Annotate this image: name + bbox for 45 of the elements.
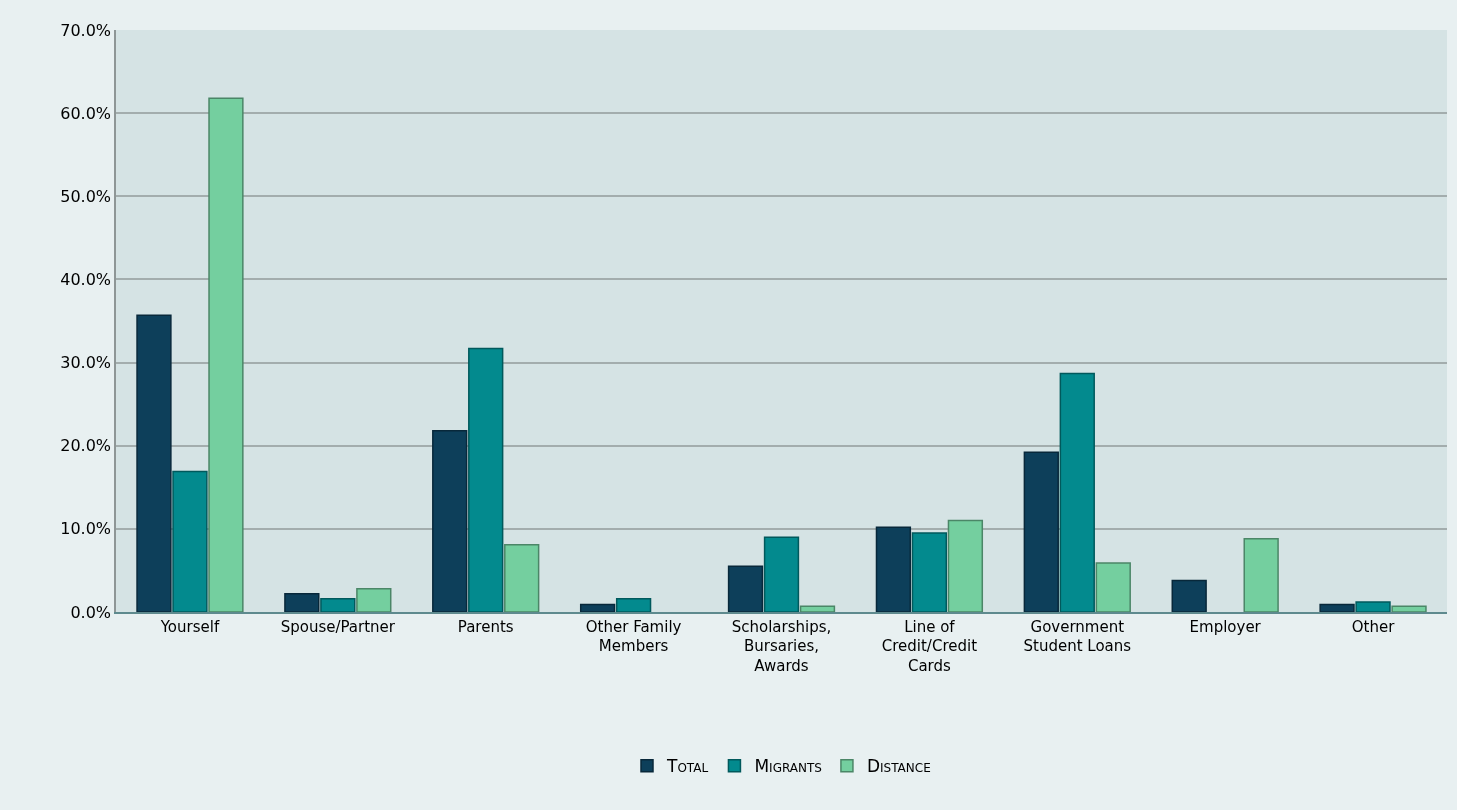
legend-label: Total — [666, 756, 709, 777]
x-tick-label: Other — [1351, 617, 1396, 636]
y-tick-label: 0.0% — [70, 602, 112, 622]
bar — [284, 592, 320, 612]
bar — [947, 519, 984, 612]
y-tick-label: 60.0% — [60, 103, 112, 123]
legend-label: Distance — [866, 756, 931, 777]
bar — [799, 605, 836, 612]
x-tick-label: Scholarships, Bursaries, Awards — [731, 617, 832, 675]
legend-label: Migrants — [754, 756, 822, 777]
bar — [320, 597, 356, 612]
bar — [136, 314, 172, 612]
y-tick-label: 20.0% — [60, 436, 112, 456]
x-tick-label: Spouse/Partner — [280, 617, 396, 636]
x-tick-label: Government Student Loans — [1023, 617, 1132, 656]
bar — [1095, 562, 1131, 612]
x-tick-label: Yourself — [159, 617, 220, 636]
bar — [1355, 601, 1391, 612]
x-tick-label: Line of Credit/Credit Cards — [881, 617, 978, 675]
x-tick-label: Parents — [457, 617, 514, 636]
bar — [356, 587, 392, 612]
bar — [432, 430, 468, 612]
bar — [727, 565, 764, 612]
bar — [1391, 605, 1427, 612]
bar — [504, 543, 540, 612]
bar — [1023, 451, 1059, 612]
bar — [579, 603, 616, 612]
y-tick-label: 10.0% — [60, 519, 112, 539]
y-tick-label: 50.0% — [60, 186, 112, 206]
bar — [875, 526, 912, 612]
x-tick-label: Employer — [1189, 617, 1262, 636]
bar — [1171, 579, 1207, 612]
bar — [763, 536, 800, 612]
y-tick-label: 70.0% — [60, 20, 112, 40]
bar — [468, 347, 504, 612]
bar — [911, 532, 948, 612]
bar — [615, 597, 652, 612]
bar — [172, 470, 208, 612]
y-tick-label: 40.0% — [60, 270, 112, 290]
bar — [208, 97, 244, 612]
bar — [1319, 603, 1355, 612]
x-tick-label: Other Family Members — [585, 617, 682, 656]
bar — [1243, 538, 1279, 612]
bar — [1059, 372, 1095, 612]
y-tick-label: 30.0% — [60, 353, 112, 373]
